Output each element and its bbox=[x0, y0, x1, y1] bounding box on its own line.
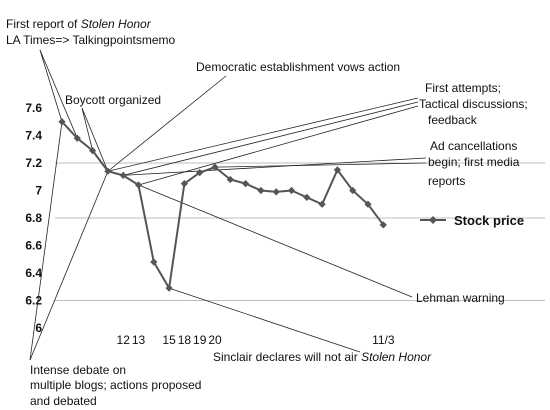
axes: 7.6 7.4 7.2 7 6.8 6.6 6.4 6.2 6 12 13 15 18 19 20 11/3 bbox=[25, 101, 395, 347]
annotation-first-attempts: Tactical discussions; bbox=[419, 97, 528, 111]
data-point bbox=[272, 188, 280, 196]
data-point bbox=[196, 169, 204, 177]
annotation-boycott: Boycott organized bbox=[65, 93, 161, 107]
series-line-stock-price bbox=[61, 121, 385, 292]
data-point bbox=[104, 167, 112, 175]
x-tick-label: 19 bbox=[193, 333, 207, 347]
annotation-first-attempts: feedback bbox=[428, 113, 478, 127]
annotation-leader bbox=[81, 107, 109, 172]
annotation-first-report: LA Times=> Talkingpointsmemo bbox=[6, 33, 176, 47]
legend-marker bbox=[429, 216, 437, 224]
annotation-leader-lines bbox=[29, 49, 427, 361]
data-point bbox=[180, 180, 188, 188]
data-point bbox=[364, 200, 372, 208]
data-point bbox=[73, 134, 81, 142]
y-tick-label: 6.4 bbox=[25, 266, 42, 280]
data-point bbox=[134, 181, 143, 189]
y-tick-label: 7.6 bbox=[25, 101, 42, 115]
series-layer bbox=[58, 118, 387, 292]
annotation-leader bbox=[39, 49, 63, 122]
data-point bbox=[150, 258, 158, 266]
annotation-ad-cancellations: begin; first media bbox=[428, 155, 520, 169]
data-point bbox=[303, 193, 311, 201]
annotation-ad-cancellations: reports bbox=[428, 174, 465, 188]
annotation-leader bbox=[123, 101, 419, 176]
annotation-leader bbox=[81, 107, 93, 151]
data-point bbox=[349, 186, 357, 195]
y-tick-label: 6 bbox=[35, 321, 42, 335]
annotation-sinclair: Sinclair declares will not air Stolen Ho… bbox=[213, 350, 432, 364]
data-point bbox=[119, 171, 127, 179]
annotation-intense-debate: multiple blogs; actions proposed bbox=[30, 378, 201, 392]
annotation-leader bbox=[107, 75, 227, 172]
annotation-intense-debate: Intense debate on bbox=[30, 363, 126, 377]
y-tick-label: 6.8 bbox=[25, 211, 42, 225]
data-point bbox=[211, 163, 219, 171]
y-tick-label: 7.4 bbox=[25, 129, 42, 143]
annotation-first-report: First report of Stolen Honor bbox=[6, 17, 152, 31]
annotation-ad-cancellations: Ad cancellations bbox=[430, 139, 517, 153]
data-point bbox=[257, 186, 265, 195]
data-point bbox=[58, 118, 66, 126]
annotation-leader bbox=[107, 97, 419, 172]
annotation-leader bbox=[29, 121, 63, 361]
x-tick-label: 13 bbox=[132, 333, 146, 347]
legend: Stock price bbox=[420, 213, 524, 228]
y-tick-label: 6.2 bbox=[25, 294, 42, 308]
x-tick-label: 18 bbox=[178, 333, 192, 347]
annotation-leader bbox=[214, 162, 427, 168]
data-point bbox=[287, 186, 296, 195]
annotation-leader bbox=[123, 157, 427, 176]
annotation-first-attempts: First attempts; bbox=[425, 81, 501, 95]
annotation-intense-debate: and debated bbox=[30, 394, 97, 408]
data-point bbox=[379, 221, 387, 229]
annotation-leader bbox=[29, 171, 109, 361]
annotation-leader bbox=[39, 49, 78, 139]
x-tick-label: 15 bbox=[162, 333, 176, 347]
data-point bbox=[165, 284, 173, 292]
annotation-lehman: Lehman warning bbox=[416, 291, 505, 305]
y-tick-label: 7.2 bbox=[25, 156, 42, 170]
legend-label: Stock price bbox=[454, 213, 524, 228]
data-point bbox=[89, 147, 97, 155]
data-point bbox=[226, 175, 234, 184]
annotation-democratic: Democratic establishment vows action bbox=[196, 60, 400, 74]
y-tick-label: 7 bbox=[35, 184, 42, 198]
annotation-leader bbox=[138, 184, 413, 298]
gridlines bbox=[55, 162, 545, 301]
annotation-leader bbox=[168, 287, 361, 353]
annotation-leader bbox=[138, 105, 419, 186]
x-tick-label: 12 bbox=[117, 333, 131, 347]
annotations: First report of Stolen Honor LA Times=> T… bbox=[6, 17, 528, 408]
data-point bbox=[242, 180, 250, 188]
data-point bbox=[333, 166, 341, 174]
data-point bbox=[318, 200, 326, 208]
x-tick-label: 11/3 bbox=[372, 333, 395, 347]
y-tick-label: 6.6 bbox=[25, 239, 42, 253]
x-tick-label: 20 bbox=[208, 333, 222, 347]
